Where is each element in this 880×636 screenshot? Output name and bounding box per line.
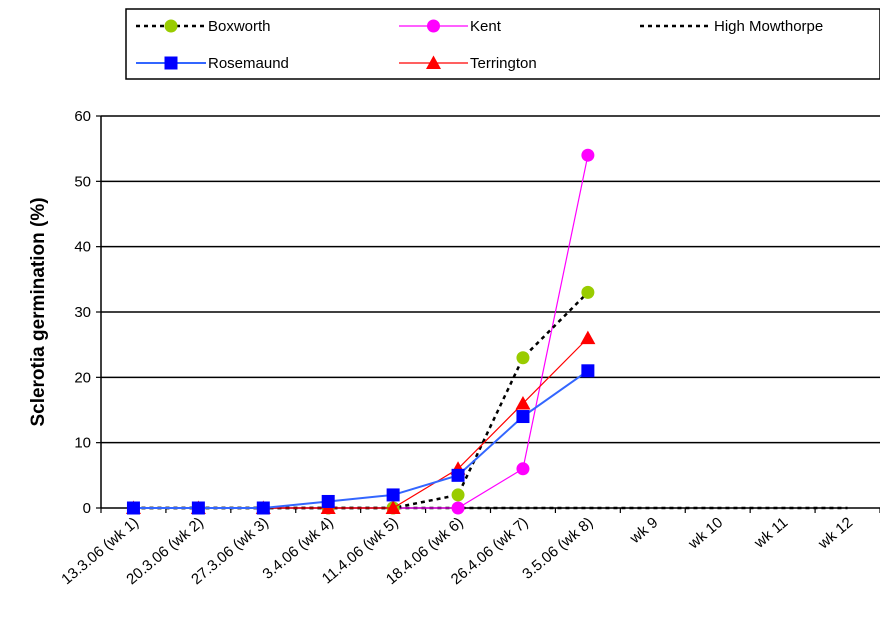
y-axis-label: Sclerotia germination (%): [28, 197, 49, 426]
gridlines: [101, 115, 880, 444]
legend-item-high-mowthorpe: High Mowthorpe: [640, 18, 823, 35]
legend-marker-rosemaund: [164, 56, 178, 70]
legend-label-high-mowthorpe: High Mowthorpe: [714, 18, 823, 35]
data-point-kent: [451, 501, 465, 515]
x-tick-label: wk 12: [814, 514, 856, 553]
data-point-kent: [516, 462, 530, 476]
legend-item-terrington: Terrington: [399, 55, 537, 72]
y-tick-label: 20: [74, 369, 91, 386]
data-point-rosemaund: [516, 410, 530, 424]
data-point-terrington: [515, 395, 531, 410]
legend-marker-boxworth: [164, 19, 178, 33]
data-point-kent: [581, 148, 595, 162]
series-line-rosemaund: [133, 369, 589, 509]
y-tick-label: 50: [74, 173, 91, 190]
data-point-boxworth: [581, 285, 595, 299]
legend-label-boxworth: Boxworth: [208, 18, 271, 35]
y-tick-label: 0: [83, 500, 91, 517]
legend-marker-kent: [427, 19, 440, 33]
y-tick-label: 10: [74, 435, 91, 452]
legend-label-rosemaund: Rosemaund: [208, 55, 289, 72]
legend-item-kent: Kent: [399, 18, 502, 35]
legend-item-boxworth: Boxworth: [136, 18, 271, 35]
data-point-rosemaund: [321, 494, 335, 508]
data-point-terrington: [580, 330, 596, 345]
x-tick-label: 3.5.06 (wk 8): [519, 514, 596, 583]
data-point-rosemaund: [256, 501, 270, 515]
axes: [96, 115, 880, 513]
x-tick-label: wk 9: [626, 514, 661, 547]
series-rosemaund: [126, 364, 595, 515]
series-line-terrington: [133, 337, 589, 509]
series-kent: [126, 148, 595, 515]
y-tick-label: 30: [74, 304, 91, 321]
y-tick-label: 60: [74, 108, 91, 125]
legend: Boxworth Kent High Mowthorpe Rosemaund Terri…: [125, 8, 880, 80]
legend-label-terrington: Terrington: [470, 55, 537, 72]
data-point-rosemaund: [126, 501, 140, 515]
data-point-rosemaund: [386, 488, 400, 502]
data-point-rosemaund: [451, 468, 465, 482]
legend-label-kent: Kent: [470, 18, 502, 35]
data-point-boxworth: [451, 488, 465, 502]
data-point-boxworth: [516, 351, 530, 365]
data-point-rosemaund: [581, 364, 595, 378]
y-tick-label: 40: [74, 239, 91, 256]
legend-box: [125, 8, 880, 80]
x-tick-label: wk 10: [685, 514, 727, 553]
x-tick-labels: 13.3.06 (wk 1)20.3.06 (wk 2)27.3.06 (wk …: [58, 514, 856, 588]
x-tick-label: wk 11: [750, 514, 791, 552]
y-tick-labels: 0 10 20 30 40 50 60: [74, 108, 91, 517]
series-line-boxworth: [133, 291, 589, 510]
legend-marker-terrington: [426, 55, 441, 69]
series-group: [125, 148, 848, 515]
data-point-rosemaund: [191, 501, 205, 515]
data-point-terrington: [385, 500, 401, 514]
legend-item-rosemaund: Rosemaund: [136, 55, 289, 72]
series-line-kent: [133, 155, 589, 509]
